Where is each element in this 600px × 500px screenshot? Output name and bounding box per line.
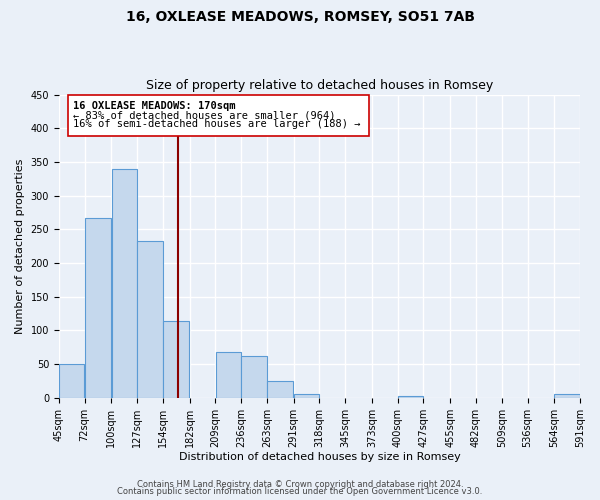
Bar	[267, 381, 293, 398]
Text: Contains public sector information licensed under the Open Government Licence v3: Contains public sector information licen…	[118, 487, 482, 496]
Bar	[241, 356, 267, 398]
Bar	[85, 218, 111, 398]
Text: 16, OXLEASE MEADOWS, ROMSEY, SO51 7AB: 16, OXLEASE MEADOWS, ROMSEY, SO51 7AB	[125, 10, 475, 24]
Bar	[398, 396, 423, 398]
Bar	[137, 242, 163, 398]
Bar	[112, 168, 137, 398]
Bar	[163, 321, 190, 398]
X-axis label: Distribution of detached houses by size in Romsey: Distribution of detached houses by size …	[179, 452, 460, 462]
Y-axis label: Number of detached properties: Number of detached properties	[15, 158, 25, 334]
FancyBboxPatch shape	[68, 94, 369, 136]
Text: Contains HM Land Registry data © Crown copyright and database right 2024.: Contains HM Land Registry data © Crown c…	[137, 480, 463, 489]
Text: 16 OXLEASE MEADOWS: 170sqm: 16 OXLEASE MEADOWS: 170sqm	[73, 102, 236, 112]
Title: Size of property relative to detached houses in Romsey: Size of property relative to detached ho…	[146, 79, 493, 92]
Bar	[294, 394, 319, 398]
Bar	[554, 394, 580, 398]
Text: ← 83% of detached houses are smaller (964): ← 83% of detached houses are smaller (96…	[73, 110, 336, 120]
Bar	[215, 352, 241, 398]
Bar	[59, 364, 85, 398]
Text: 16% of semi-detached houses are larger (188) →: 16% of semi-detached houses are larger (…	[73, 119, 361, 129]
